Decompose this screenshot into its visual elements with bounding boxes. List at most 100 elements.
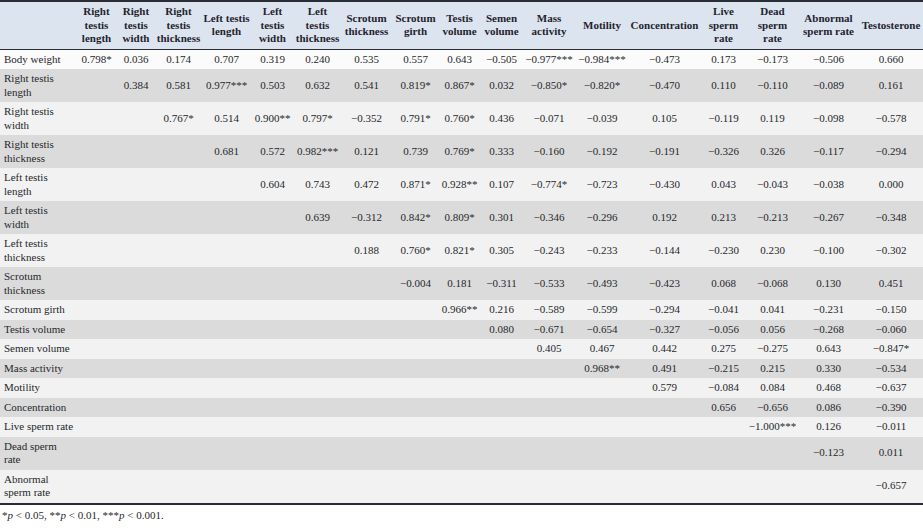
- correlation-cell: [575, 437, 629, 470]
- row-label: Semen volume: [0, 339, 76, 359]
- row-label: Left testis length: [0, 168, 76, 201]
- correlation-cell: [392, 339, 439, 359]
- correlation-cell: −0.470: [629, 69, 700, 102]
- correlation-cell: [155, 398, 202, 418]
- correlation-cell: 0.968**: [575, 359, 629, 379]
- correlation-cell: 0.541: [341, 69, 392, 102]
- correlation-cell: 0.451: [859, 267, 923, 300]
- column-header: Concentration: [629, 1, 700, 49]
- correlation-cell: 0.213: [700, 201, 747, 234]
- correlation-cell: 0.319: [251, 49, 294, 69]
- correlation-cell: −0.056: [700, 320, 747, 340]
- correlation-cell: −0.850*: [523, 69, 575, 102]
- correlation-cell: [76, 102, 117, 135]
- correlation-cell: 0.442: [629, 339, 700, 359]
- correlation-cell: −0.089: [798, 69, 859, 102]
- correlation-cell: [341, 320, 392, 340]
- correlation-cell: [155, 417, 202, 437]
- column-header: Right testis length: [76, 1, 117, 49]
- correlation-cell: [294, 398, 341, 418]
- correlation-cell: [117, 135, 155, 168]
- correlation-cell: −0.084: [700, 378, 747, 398]
- correlation-cell: 0.656: [700, 398, 747, 418]
- column-header: Abnormal sperm rate: [798, 1, 859, 49]
- row-label: Testis volume: [0, 320, 76, 340]
- corner-cell: [0, 1, 76, 49]
- correlation-cell: [76, 135, 117, 168]
- correlation-cell: 0.043: [700, 168, 747, 201]
- correlation-cell: [251, 300, 294, 320]
- table-row: Left testis thickness0.1880.760*0.821*0.…: [0, 234, 923, 267]
- correlation-cell: [392, 320, 439, 340]
- correlation-cell: [251, 398, 294, 418]
- correlation-cell: [251, 267, 294, 300]
- correlation-cell: [155, 234, 202, 267]
- correlation-cell: [76, 417, 117, 437]
- correlation-cell: [117, 267, 155, 300]
- correlation-cell: [439, 378, 480, 398]
- header-row: Right testis lengthRight testis widthRig…: [0, 1, 923, 49]
- correlation-cell: −0.110: [747, 69, 798, 102]
- correlation-cell: [202, 398, 251, 418]
- correlation-cell: [439, 320, 480, 340]
- correlation-cell: 0.819*: [392, 69, 439, 102]
- correlation-cell: 0.330: [798, 359, 859, 379]
- correlation-cell: [480, 359, 523, 379]
- correlation-cell: 0.467: [575, 339, 629, 359]
- correlation-cell: 0.126: [798, 417, 859, 437]
- column-header: Testis volume: [439, 1, 480, 49]
- correlation-cell: [202, 234, 251, 267]
- table-row: Right testis length0.3840.5810.977***0.5…: [0, 69, 923, 102]
- correlation-cell: −0.068: [747, 267, 798, 300]
- correlation-cell: −0.654: [575, 320, 629, 340]
- correlation-cell: 0.739: [392, 135, 439, 168]
- correlation-cell: [251, 470, 294, 504]
- correlation-cell: −0.294: [859, 135, 923, 168]
- table-row: Scrotum thickness−0.0040.181−0.311−0.533…: [0, 267, 923, 300]
- correlation-cell: 0.161: [859, 69, 923, 102]
- correlation-cell: 0.121: [341, 135, 392, 168]
- correlation-cell: 0.036: [117, 49, 155, 69]
- correlation-cell: 0.867*: [439, 69, 480, 102]
- correlation-cell: [480, 398, 523, 418]
- correlation-cell: [392, 300, 439, 320]
- correlation-cell: 0.275: [700, 339, 747, 359]
- correlation-cell: 0.305: [480, 234, 523, 267]
- column-header: Left testis thickness: [294, 1, 341, 49]
- correlation-cell: [76, 234, 117, 267]
- correlation-cell: 0.798*: [76, 49, 117, 69]
- correlation-cell: [202, 378, 251, 398]
- correlation-cell: 0.041: [747, 300, 798, 320]
- correlation-cell: [251, 234, 294, 267]
- correlation-cell: [251, 437, 294, 470]
- correlation-cell: −0.589: [523, 300, 575, 320]
- correlation-cell: [439, 339, 480, 359]
- correlation-cell: [575, 378, 629, 398]
- correlation-cell: 0.105: [629, 102, 700, 135]
- correlation-cell: −0.578: [859, 102, 923, 135]
- correlation-cell: [155, 267, 202, 300]
- correlation-cell: −0.275: [747, 339, 798, 359]
- correlation-cell: [480, 339, 523, 359]
- correlation-cell: [575, 398, 629, 418]
- correlation-cell: [392, 359, 439, 379]
- correlation-cell: −0.038: [798, 168, 859, 201]
- correlation-cell: [341, 267, 392, 300]
- correlation-cell: [294, 320, 341, 340]
- table-row: Mass activity0.968**0.491−0.2150.2150.33…: [0, 359, 923, 379]
- correlation-cell: [202, 470, 251, 504]
- correlation-cell: 0.405: [523, 339, 575, 359]
- correlation-cell: [117, 378, 155, 398]
- correlation-cell: −0.493: [575, 267, 629, 300]
- correlation-cell: [76, 437, 117, 470]
- correlation-cell: [480, 417, 523, 437]
- correlation-cell: [480, 378, 523, 398]
- correlation-cell: [575, 417, 629, 437]
- row-label: Live sperm rate: [0, 417, 76, 437]
- row-label: Motility: [0, 378, 76, 398]
- correlation-cell: [341, 359, 392, 379]
- correlation-cell: 0.643: [798, 339, 859, 359]
- table-row: Body weight0.798*0.0360.1740.7070.3190.2…: [0, 49, 923, 69]
- table-row: Semen volume 0.4050.4670.4420.275−0.2750.…: [0, 339, 923, 359]
- table-row: Live sperm rate−1.000***0.126−0.011: [0, 417, 923, 437]
